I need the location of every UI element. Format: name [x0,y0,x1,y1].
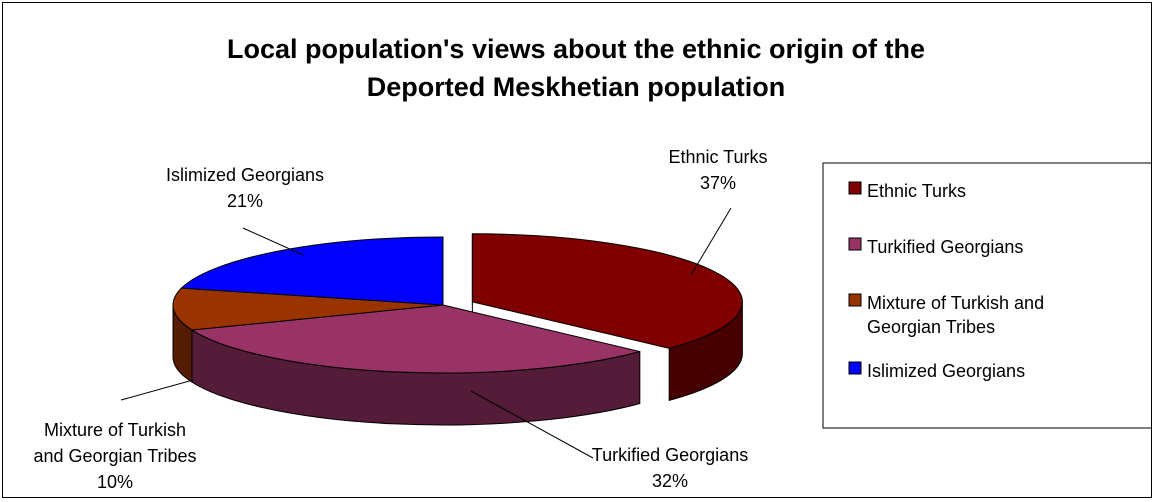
slice-label: Islimized Georgians [166,165,324,185]
slice-label: Mixture of Turkish [44,420,186,440]
legend-entry-label: Ethnic Turks [867,181,966,201]
slice-leader-line [470,390,594,459]
pie-slice [180,236,444,306]
slice-labels: Ethnic Turks 37% Turkified Georgians 32% Mix… [33,147,767,492]
slice-label: 37% [700,173,736,193]
slice-label: 10% [97,472,133,492]
legend-entry-label: Mixture of Turkish and [867,293,1044,313]
chart-title-line: Local population's views about the ethni… [227,34,925,64]
legend-entry-label: Islimized Georgians [867,361,1025,381]
slice-leader-line [690,207,732,276]
pie-slice [471,233,743,349]
slice-label: and Georgian Tribes [33,446,196,466]
slice-label: Turkified Georgians [592,445,748,465]
slice-label: Ethnic Turks [668,147,767,167]
pie-slice [190,304,640,374]
legend-swatch [848,293,862,307]
legend-swatch [848,181,862,195]
pie-slice [172,287,444,331]
chart-title: Local population's views about the ethni… [227,34,925,102]
legend-swatch [848,361,862,375]
legend-box [822,162,1151,429]
chart-title-line: Deported Meskhetian population [367,72,786,102]
legend-entry-label: Georgian Tribes [867,317,995,337]
pie-chart: Local population's views about the ethni… [33,34,1151,492]
slice-leader-line [242,227,304,256]
legend-swatch [848,237,862,251]
slice-leader-line [120,379,194,401]
legend-entry-label: Turkified Georgians [867,237,1023,257]
pie-plot [172,233,743,426]
legend: Ethnic Turks Turkified Georgians Mixture o… [822,162,1151,429]
slice-label: 21% [227,191,263,211]
slice-label: 32% [652,471,688,491]
